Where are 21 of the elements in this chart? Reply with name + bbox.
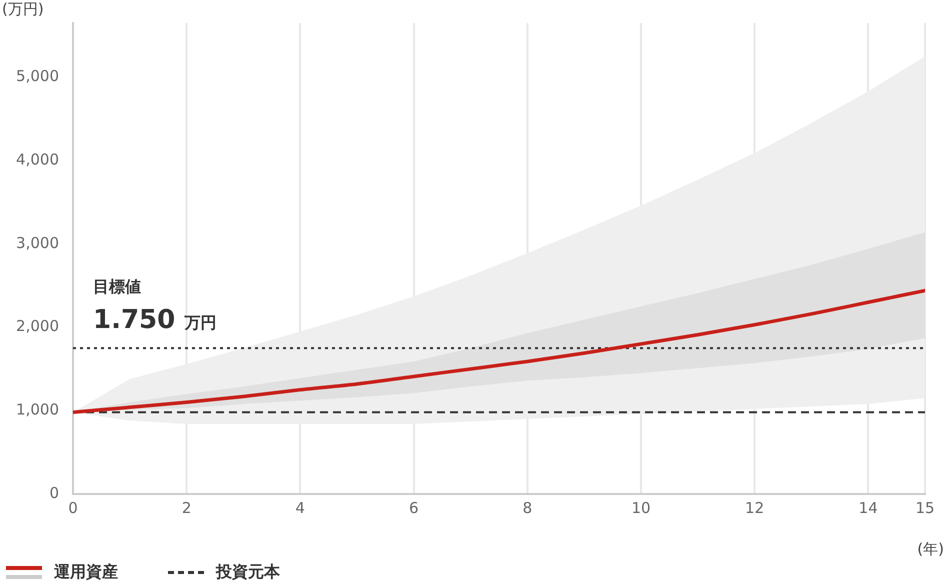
y-tick-label: 5,000: [16, 67, 59, 86]
y-tick-label: 1,000: [16, 400, 59, 419]
x-axis-title: (年): [917, 540, 944, 558]
x-tick-label: 12: [745, 498, 764, 517]
y-axis-title: (万円): [2, 0, 44, 18]
x-tick-label: 10: [631, 498, 651, 517]
x-tick-label: 14: [858, 498, 878, 517]
annotation: 1.750 万円: [93, 305, 216, 335]
y-tick-label: 4,000: [16, 150, 59, 168]
y-tick-label: 0: [49, 484, 59, 502]
x-tick-label: 2: [182, 498, 192, 517]
legend-label: 運用資産: [54, 562, 118, 583]
x-tick-label: 8: [522, 498, 532, 517]
annotation: 目標値: [93, 277, 141, 296]
x-tick-label: 15: [915, 498, 935, 517]
y-tick-label: 3,000: [16, 234, 59, 252]
x-tick-label: 0: [68, 498, 78, 517]
y-tick-label: 2,000: [16, 317, 59, 336]
x-tick-label: 4: [295, 498, 305, 517]
legend-label: 投資元本: [216, 562, 280, 583]
x-tick-label: 6: [409, 498, 419, 517]
